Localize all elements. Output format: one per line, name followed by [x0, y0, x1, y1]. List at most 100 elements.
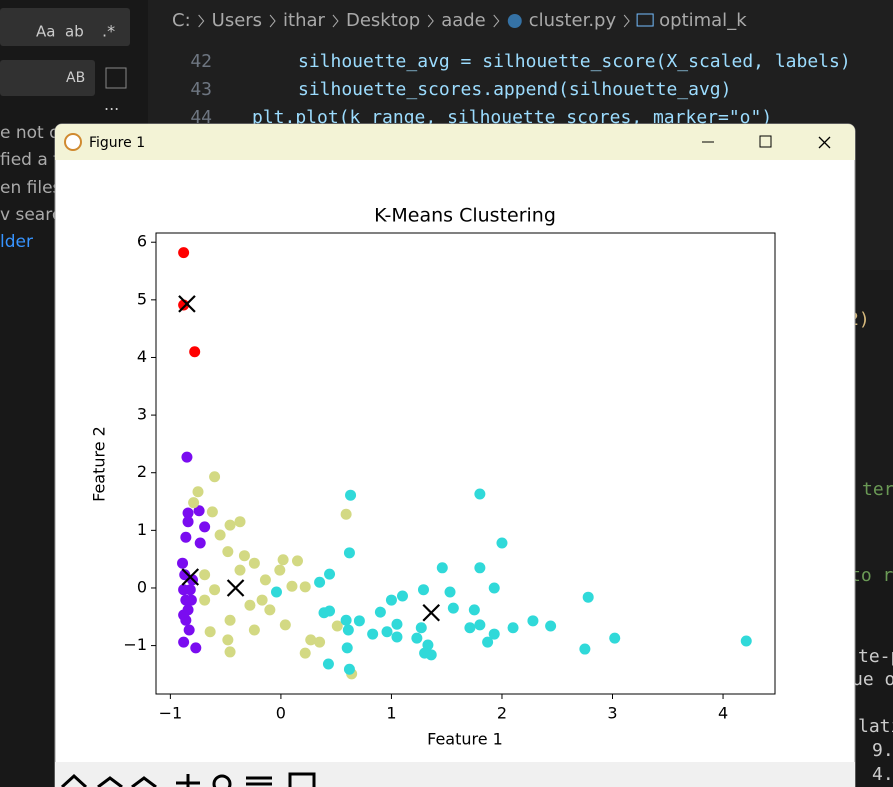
- point: [181, 451, 193, 463]
- point: [264, 604, 276, 616]
- point: [331, 620, 343, 632]
- point: [340, 508, 352, 520]
- point: [224, 519, 236, 531]
- point: [391, 631, 403, 643]
- search-option[interactable]: Aa: [36, 23, 55, 41]
- replace-option[interactable]: AB: [66, 70, 85, 86]
- point: [396, 590, 408, 602]
- plot: K-Means Clustering Feature 1 Feature 2 −…: [90, 205, 776, 749]
- point: [178, 609, 190, 621]
- point: [199, 569, 211, 581]
- output-fragment: 4.: [872, 764, 893, 785]
- panel: [855, 570, 893, 787]
- pan-tool[interactable]: [176, 774, 200, 787]
- point: [342, 624, 354, 636]
- point: [234, 516, 246, 528]
- code: 42 silhouette_avg = silhouette_score(X_sc…: [190, 51, 850, 128]
- more-icon[interactable]: ···: [104, 100, 119, 119]
- breadcrumb-item[interactable]: C:: [172, 10, 191, 31]
- point: [419, 647, 431, 659]
- point: [415, 622, 427, 634]
- x-tick-label: 0: [276, 704, 286, 723]
- configure-tool[interactable]: [246, 776, 272, 786]
- point: [464, 622, 476, 634]
- point: [248, 557, 260, 569]
- point: [299, 647, 311, 659]
- sidebar-link[interactable]: lder: [0, 232, 33, 252]
- x-tick-label: 4: [718, 704, 728, 723]
- point: [209, 584, 221, 596]
- point: [324, 568, 336, 580]
- x-tick-label: 2: [497, 704, 507, 723]
- y-tick-label: 1: [137, 520, 147, 539]
- search-option[interactable]: ab: [65, 23, 84, 41]
- point: [234, 564, 246, 576]
- y-tick-label: 5: [137, 289, 147, 308]
- output-fragment: ue o: [852, 669, 893, 690]
- point: [353, 615, 365, 627]
- point: [178, 636, 190, 648]
- point: [482, 636, 494, 648]
- point: [324, 605, 336, 617]
- point: [474, 619, 486, 631]
- point: [256, 594, 268, 606]
- zoom-tool[interactable]: [212, 774, 232, 787]
- history-tool[interactable]: [97, 776, 157, 787]
- save-tool[interactable]: [288, 772, 316, 787]
- breadcrumb-item[interactable]: Desktop: [346, 10, 420, 31]
- code-fragment: ter: [862, 479, 893, 500]
- x-axis-label: Feature 1: [427, 730, 503, 749]
- output-fragment: te-p: [858, 646, 893, 667]
- breadcrumb-item[interactable]: aade: [441, 10, 486, 31]
- close-button[interactable]: [818, 136, 831, 149]
- breadcrumb-item[interactable]: ithar: [283, 10, 325, 31]
- point: [609, 632, 621, 644]
- centroid: [181, 568, 200, 586]
- y-tick-label: 4: [137, 347, 147, 366]
- point: [279, 619, 291, 631]
- breadcrumb: C: Users ithar Desktop aade cluster.py optimal…: [172, 10, 747, 31]
- code-line: silhouette_avg = silhouette_score(X_scal…: [298, 51, 851, 72]
- point: [238, 550, 250, 562]
- point: [341, 642, 353, 654]
- x-tick-label: 1: [386, 704, 396, 723]
- centroid: [226, 579, 245, 597]
- point: [224, 614, 236, 626]
- point: [177, 557, 189, 569]
- maximize-button[interactable]: [759, 135, 772, 148]
- point: [270, 586, 282, 598]
- point: [299, 581, 311, 593]
- panel: [855, 270, 893, 570]
- point: [740, 635, 752, 647]
- replace-all-icon[interactable]: [105, 67, 127, 89]
- point: [204, 626, 216, 638]
- point: [314, 636, 326, 648]
- breadcrumb-item[interactable]: cluster.py: [529, 10, 617, 31]
- point: [444, 586, 456, 598]
- breadcrumb-item[interactable]: Users: [212, 10, 262, 31]
- line-number: 43: [190, 79, 212, 100]
- home-tool[interactable]: [60, 773, 88, 787]
- point: [343, 547, 355, 559]
- search-option[interactable]: .*: [102, 22, 115, 41]
- point: [436, 562, 448, 574]
- python-icon: [507, 14, 522, 28]
- replace-box[interactable]: [0, 60, 95, 96]
- chart-title: K-Means Clustering: [374, 205, 556, 227]
- point: [391, 618, 403, 630]
- point: [305, 634, 317, 646]
- breadcrumb-item[interactable]: optimal_k: [659, 10, 747, 31]
- point: [374, 606, 386, 618]
- point: [214, 529, 226, 541]
- point: [209, 471, 221, 483]
- app-icon: [64, 133, 82, 151]
- point: [180, 531, 192, 543]
- point: [277, 554, 289, 566]
- breadcrumb-separator: [493, 14, 500, 28]
- search-box[interactable]: [0, 8, 130, 46]
- output-fragment: 9.: [872, 740, 893, 761]
- y-tick-label: 3: [137, 405, 147, 424]
- point: [291, 555, 303, 567]
- breadcrumb-separator: [427, 14, 434, 28]
